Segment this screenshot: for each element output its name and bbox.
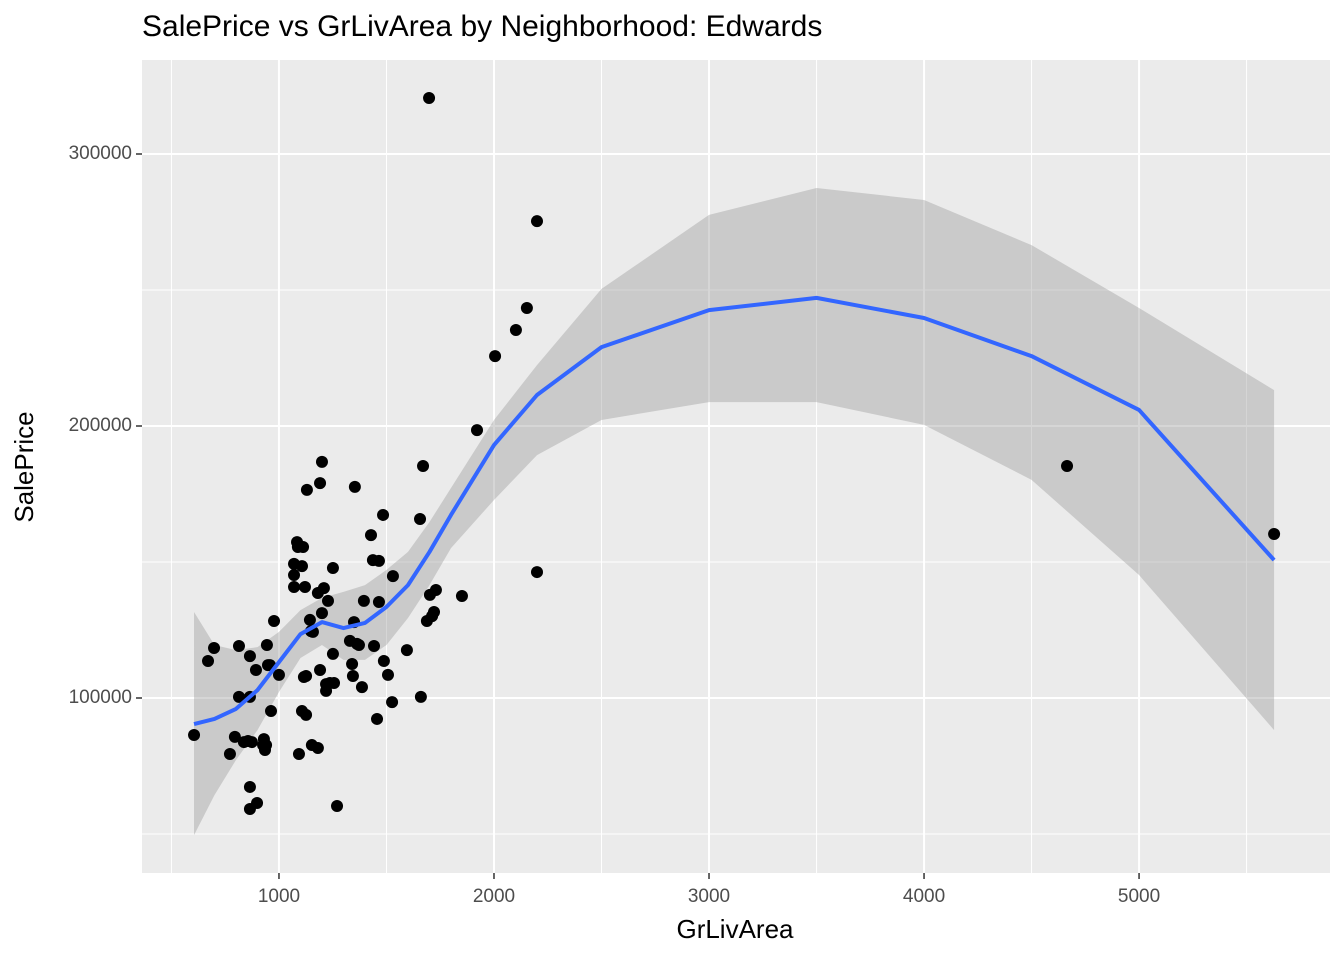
point: [232, 690, 245, 703]
x-tick-label: 5000: [1118, 886, 1160, 907]
point: [288, 569, 301, 582]
x-tick-label: 3000: [688, 886, 730, 907]
plot-panel: [142, 60, 1330, 873]
point: [328, 677, 341, 690]
point: [455, 590, 468, 603]
point: [372, 595, 385, 608]
y-tick-label: 300000: [69, 143, 132, 164]
point: [372, 554, 385, 567]
point: [377, 508, 390, 521]
point: [314, 477, 327, 490]
point: [364, 529, 377, 542]
point: [300, 483, 313, 496]
y-tick-label: 100000: [69, 687, 132, 708]
x-tick-label: 4000: [903, 886, 945, 907]
point: [346, 669, 359, 682]
point: [414, 690, 427, 703]
point: [326, 647, 339, 660]
y-tick-label: 200000: [69, 415, 132, 436]
point: [249, 663, 262, 676]
point: [260, 739, 273, 752]
point: [188, 728, 201, 741]
point: [243, 650, 256, 663]
point: [509, 323, 522, 336]
point: [326, 561, 339, 574]
point: [202, 655, 215, 668]
point: [314, 663, 327, 676]
point: [272, 668, 285, 681]
point: [386, 696, 399, 709]
point: [228, 730, 241, 743]
point: [315, 607, 328, 620]
point: [471, 424, 484, 437]
point: [520, 301, 533, 314]
point: [292, 748, 305, 761]
point: [423, 91, 436, 104]
point: [208, 641, 221, 654]
point: [260, 638, 273, 651]
x-tick-label: 2000: [473, 886, 515, 907]
x-tick-label: 1000: [258, 886, 300, 907]
point: [245, 736, 258, 749]
point: [414, 513, 427, 526]
point: [352, 638, 365, 651]
point: [232, 640, 245, 653]
point: [357, 594, 370, 607]
point: [268, 615, 281, 628]
point: [377, 655, 390, 668]
point: [371, 712, 384, 725]
point: [530, 215, 543, 228]
point: [300, 708, 313, 721]
point: [355, 681, 368, 694]
point: [489, 350, 502, 363]
point: [288, 581, 301, 594]
point: [317, 582, 330, 595]
point: [346, 658, 359, 671]
point: [311, 742, 324, 755]
point: [417, 459, 430, 472]
point: [331, 799, 344, 812]
point: [243, 780, 256, 793]
point: [321, 594, 334, 607]
point: [265, 705, 278, 718]
confidence-band: [194, 188, 1275, 836]
point: [300, 669, 313, 682]
chart-title: SalePrice vs GrLivArea by Neighborhood: …: [142, 10, 822, 43]
point: [381, 668, 394, 681]
point: [386, 570, 399, 583]
point: [223, 748, 236, 761]
point: [428, 606, 441, 619]
point: [400, 644, 413, 657]
point: [297, 541, 310, 554]
point: [295, 560, 308, 573]
point: [1268, 527, 1281, 540]
point: [315, 455, 328, 468]
point: [298, 581, 311, 594]
point: [530, 566, 543, 579]
smooth-line: [193, 295, 1276, 727]
y-axis-label: SalePrice: [9, 411, 39, 522]
x-axis-label: GrLivArea: [676, 914, 794, 944]
point: [251, 796, 264, 809]
point: [348, 480, 361, 493]
point: [303, 613, 316, 626]
point: [368, 640, 381, 653]
point: [1061, 459, 1074, 472]
point: [429, 584, 442, 597]
